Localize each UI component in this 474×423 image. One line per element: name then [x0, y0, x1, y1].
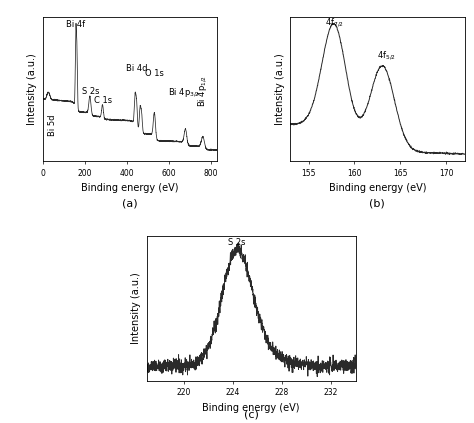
Text: Bi 4p$_{3/2}$: Bi 4p$_{3/2}$	[168, 86, 200, 99]
X-axis label: Binding energy (eV): Binding energy (eV)	[202, 403, 300, 413]
Text: (a): (a)	[122, 199, 137, 209]
Text: (c): (c)	[244, 409, 259, 420]
Text: Bi 4p$_{1/2}$: Bi 4p$_{1/2}$	[197, 75, 210, 107]
Text: Bi 5d: Bi 5d	[48, 114, 57, 136]
Text: Bi 4d: Bi 4d	[127, 64, 148, 73]
X-axis label: Binding energy (eV): Binding energy (eV)	[328, 184, 426, 193]
Y-axis label: Intensity (a.u.): Intensity (a.u.)	[131, 273, 141, 344]
Text: S 2s: S 2s	[82, 88, 99, 96]
Y-axis label: Intensity (a.u.): Intensity (a.u.)	[274, 53, 285, 125]
Text: (b): (b)	[370, 199, 385, 209]
Text: S 2s: S 2s	[228, 238, 245, 247]
Text: 4f$_{5/2}$: 4f$_{5/2}$	[377, 49, 396, 62]
Y-axis label: Intensity (a.u.): Intensity (a.u.)	[27, 53, 37, 125]
Text: Bi 4f: Bi 4f	[66, 20, 85, 29]
X-axis label: Binding energy (eV): Binding energy (eV)	[81, 184, 179, 193]
Text: C 1s: C 1s	[94, 96, 112, 105]
Text: 4f$_{7/2}$: 4f$_{7/2}$	[325, 16, 344, 29]
Text: O 1s: O 1s	[145, 69, 164, 79]
